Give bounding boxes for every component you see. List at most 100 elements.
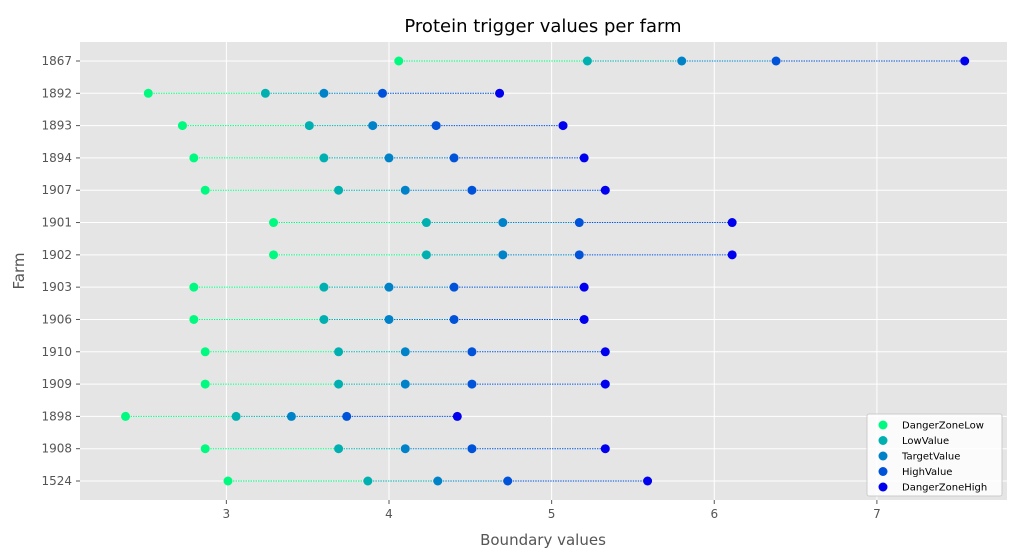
point-targetvalue xyxy=(384,314,394,324)
legend-marker xyxy=(878,482,888,492)
y-tick-label: 1867 xyxy=(41,54,72,68)
point-highvalue xyxy=(467,347,477,357)
point-lowvalue xyxy=(363,476,373,486)
point-lowvalue xyxy=(334,185,344,195)
point-highvalue xyxy=(449,282,459,292)
point-dangerzonelow xyxy=(189,282,199,292)
x-tick-label: 3 xyxy=(223,507,231,521)
legend-marker xyxy=(878,451,888,461)
point-dangerzonehigh xyxy=(579,314,589,324)
point-dangerzonelow xyxy=(189,314,199,324)
y-tick-label: 1893 xyxy=(41,119,72,133)
y-tick-label: 1903 xyxy=(41,280,72,294)
point-dangerzonehigh xyxy=(452,411,462,421)
point-dangerzonehigh xyxy=(579,282,589,292)
chart-title: Protein trigger values per farm xyxy=(404,16,681,37)
point-targetvalue xyxy=(400,185,410,195)
point-lowvalue xyxy=(421,218,431,228)
point-dangerzonelow xyxy=(223,476,233,486)
point-lowvalue xyxy=(231,411,241,421)
point-dangerzonehigh xyxy=(600,347,610,357)
data-points xyxy=(121,56,970,486)
point-dangerzonelow xyxy=(200,347,210,357)
point-lowvalue xyxy=(334,379,344,389)
legend-label: DangerZoneLow xyxy=(902,421,984,432)
point-targetvalue xyxy=(433,476,443,486)
point-dangerzonehigh xyxy=(600,379,610,389)
point-dangerzonelow xyxy=(143,88,153,98)
legend-label: HighValue xyxy=(902,467,952,478)
x-tick-label: 4 xyxy=(385,507,393,521)
point-lowvalue xyxy=(319,314,329,324)
y-tick-label: 1901 xyxy=(41,216,72,230)
y-tick-label: 1898 xyxy=(41,409,72,423)
legend-label: LowValue xyxy=(902,436,949,447)
legend-label: DangerZoneHigh xyxy=(902,483,987,494)
point-targetvalue xyxy=(400,444,410,454)
y-tick-label: 1892 xyxy=(41,86,72,100)
y-tick-label: 1909 xyxy=(41,377,72,391)
point-targetvalue xyxy=(498,250,508,260)
point-targetvalue xyxy=(319,88,329,98)
connector-lines xyxy=(125,60,965,482)
y-tick-label: 1910 xyxy=(41,345,72,359)
point-lowvalue xyxy=(319,282,329,292)
point-dangerzonelow xyxy=(269,218,279,228)
legend-marker xyxy=(878,420,888,430)
point-dangerzonehigh xyxy=(600,444,610,454)
point-dangerzonehigh xyxy=(558,121,568,131)
point-targetvalue xyxy=(368,121,378,131)
point-lowvalue xyxy=(421,250,431,260)
point-dangerzonehigh xyxy=(579,153,589,163)
point-highvalue xyxy=(771,56,781,66)
point-lowvalue xyxy=(334,347,344,357)
x-axis-label: Boundary values xyxy=(480,531,606,549)
legend-box xyxy=(866,413,1003,497)
plot-background xyxy=(80,42,1007,500)
point-highvalue xyxy=(574,218,584,228)
point-dangerzonehigh xyxy=(600,185,610,195)
legend: DangerZoneLow LowValue TargetValue HighValu… xyxy=(866,413,1003,497)
y-axis-ticks: 1867 1892 1893 1894 1907 1901 1902 1903 1906 1910… xyxy=(41,54,80,488)
point-highvalue xyxy=(467,185,477,195)
point-lowvalue xyxy=(260,88,270,98)
legend-marker xyxy=(878,467,888,476)
x-tick-label: 7 xyxy=(873,507,881,521)
point-dangerzonelow xyxy=(200,185,210,195)
point-lowvalue xyxy=(304,121,314,131)
point-lowvalue xyxy=(334,444,344,454)
point-dangerzonehigh xyxy=(727,250,737,260)
point-lowvalue xyxy=(582,56,592,66)
point-dangerzonehigh xyxy=(643,476,653,486)
point-dangerzonelow xyxy=(200,444,210,454)
legend-marker xyxy=(878,436,888,445)
point-dangerzonelow xyxy=(121,411,131,421)
y-axis-label: Farm xyxy=(10,253,28,290)
y-tick-label: 1902 xyxy=(41,248,72,262)
y-tick-label: 1907 xyxy=(41,183,72,197)
point-highvalue xyxy=(342,411,352,421)
point-dangerzonelow xyxy=(269,250,279,260)
point-dangerzonehigh xyxy=(495,88,505,98)
y-tick-label: 1906 xyxy=(41,312,72,326)
y-tick-label: 1894 xyxy=(41,151,72,165)
point-dangerzonelow xyxy=(189,153,199,163)
point-highvalue xyxy=(574,250,584,260)
x-tick-label: 5 xyxy=(548,507,556,521)
x-tick-label: 6 xyxy=(710,507,718,521)
legend-label: TargetValue xyxy=(901,452,960,463)
x-axis-ticks: 3 4 5 6 7 xyxy=(223,500,881,521)
point-highvalue xyxy=(431,121,441,131)
point-highvalue xyxy=(503,476,513,486)
y-tick-label: 1908 xyxy=(41,442,72,456)
point-dangerzonehigh xyxy=(727,218,737,228)
point-dangerzonehigh xyxy=(960,56,970,66)
point-targetvalue xyxy=(677,56,687,66)
point-highvalue xyxy=(467,444,477,454)
point-targetvalue xyxy=(384,153,394,163)
point-targetvalue xyxy=(498,218,508,228)
point-dangerzonelow xyxy=(200,379,210,389)
point-dangerzonelow xyxy=(177,121,187,131)
point-targetvalue xyxy=(384,282,394,292)
